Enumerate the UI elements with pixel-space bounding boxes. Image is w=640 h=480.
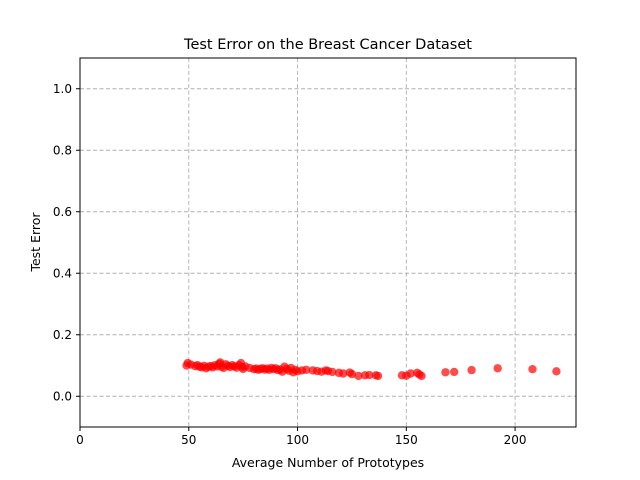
ticks-layer: 0 50 100 150 200 0.0 0.2 0.4 0.6 0.8 1.0 [53, 82, 527, 447]
x-tick-label: 200 [504, 433, 527, 447]
chart-title: Test Error on the Breast Cancer Dataset [183, 37, 472, 53]
scatter-point [365, 370, 374, 380]
scatter-point [441, 368, 450, 377]
points-layer [182, 358, 561, 381]
y-tick-label: 0.4 [53, 266, 72, 280]
scatter-point [354, 371, 363, 381]
plot-frame [79, 57, 577, 428]
y-tick-label: 0.8 [53, 143, 72, 157]
y-tick-label: 0.6 [53, 205, 72, 219]
y-tick-label: 0.2 [53, 328, 72, 342]
grid-layer [80, 58, 576, 427]
x-tick-label: 50 [181, 433, 196, 447]
scatter-point [467, 365, 476, 375]
scatter-point [347, 369, 357, 379]
y-tick-label: 0.0 [53, 389, 72, 403]
x-tick-label: 150 [395, 433, 418, 447]
scatter-point [373, 371, 383, 381]
scatter-point [328, 367, 337, 377]
y-tick-label: 1.0 [53, 82, 72, 96]
scatter-point [302, 365, 311, 375]
scatter-point [449, 367, 459, 377]
scatter-point [528, 364, 537, 374]
scatter-point [552, 367, 561, 376]
scatter-point [339, 369, 348, 378]
scatter-point [493, 364, 502, 373]
x-tick-label: 0 [76, 433, 84, 447]
scatter-point [406, 369, 415, 378]
scatter-point [417, 371, 426, 381]
x-axis-label: Average Number of Prototypes [232, 455, 424, 470]
x-tick-label: 100 [286, 433, 309, 447]
y-axis-label: Test Error [28, 212, 43, 273]
